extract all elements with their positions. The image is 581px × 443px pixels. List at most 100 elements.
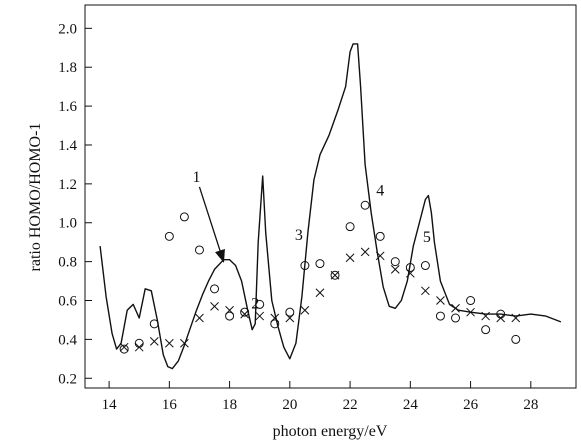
data-point-circle [179, 212, 189, 222]
data-point-circle [466, 296, 476, 306]
data-point-circle [194, 245, 204, 255]
data-point-cross [195, 313, 204, 323]
data-point-cross [119, 342, 129, 352]
data-point-cross [149, 336, 159, 346]
x-axis-ticks: 14 16 18 20 22 24 26 28 [102, 381, 538, 413]
cross-stroke [180, 338, 189, 348]
cross-stroke [285, 313, 295, 323]
data-point-cross [466, 307, 475, 317]
data-point-circle [270, 319, 280, 329]
annotation-arrow [198, 186, 225, 263]
cross-stroke [225, 305, 234, 315]
y-tick-label: 1.4 [58, 138, 77, 154]
y-tick-label: 1.2 [58, 177, 77, 193]
data-point-circle [315, 259, 325, 269]
cross-stroke [134, 342, 144, 352]
cross-stroke [421, 286, 430, 296]
data-point-circle [405, 262, 415, 272]
plot-frame [84, 4, 577, 389]
data-point-circle [164, 231, 174, 241]
cross-stroke [195, 313, 204, 323]
y-tick-label: 0.6 [58, 294, 77, 310]
annotation-label: 5 [423, 229, 431, 246]
data-point-circle [255, 299, 265, 309]
data-point-circle [240, 307, 250, 317]
cross-stroke [511, 313, 521, 323]
x-tick-label: 24 [403, 397, 419, 413]
data-point-circle [345, 222, 355, 232]
cross-stroke [315, 288, 325, 298]
annotation-label: 3 [295, 227, 303, 244]
y-tick-label: 0.2 [58, 371, 77, 387]
x-tick-label: 28 [523, 397, 538, 413]
data-point-cross [330, 270, 340, 280]
cross-stroke [330, 270, 340, 280]
x-tick-label: 16 [162, 397, 178, 413]
cross-stroke [496, 313, 506, 323]
data-point-circle [285, 307, 295, 317]
y-tick-label: 1.6 [58, 99, 77, 115]
data-point-cross [405, 268, 415, 278]
x-axis-label: photon energy/eV [273, 423, 388, 440]
data-series [99, 43, 562, 370]
data-point-circle [511, 334, 521, 344]
cross-stroke [375, 251, 385, 261]
data-point-cross [360, 247, 370, 257]
annotation-label: 2 [251, 295, 259, 312]
data-point-cross [300, 305, 310, 315]
annotation-label: 1 [192, 169, 200, 186]
x-tick-label: 14 [102, 397, 118, 413]
data-point-circle [300, 261, 310, 271]
cross-stroke [360, 247, 370, 257]
annotation-label: 4 [376, 183, 384, 200]
data-point-cross [375, 251, 385, 261]
cross-stroke [240, 309, 250, 319]
data-point-cross [345, 253, 355, 263]
data-point-cross [240, 309, 250, 319]
data-point-circle [134, 338, 144, 348]
annotations: 1 2 3 4 5 [192, 169, 430, 312]
cross-stroke [481, 311, 490, 321]
data-point-cross [511, 313, 521, 323]
x-tick-label: 22 [343, 397, 358, 413]
data-point-circle [330, 270, 340, 280]
data-point-circle [390, 257, 400, 267]
y-tick-label: 0.8 [58, 255, 77, 271]
x-tick-label: 18 [222, 397, 237, 413]
x-tick-label: 26 [463, 397, 479, 413]
cross-stroke [210, 301, 219, 311]
y-tick-label: 1.0 [58, 216, 77, 232]
data-point-cross [315, 288, 325, 298]
data-point-cross [390, 265, 400, 274]
data-point-cross [285, 313, 295, 323]
data-point-cross [225, 305, 234, 315]
series-line [99, 43, 562, 370]
data-point-circle [149, 319, 159, 329]
cross-stroke [270, 313, 280, 323]
data-point-circle [451, 313, 461, 323]
y-tick-label: 2.0 [58, 21, 77, 37]
data-point-circle [435, 311, 445, 321]
data-point-cross [481, 311, 490, 321]
cross-stroke [405, 268, 415, 278]
cross-stroke [466, 307, 475, 317]
data-point-cross [270, 313, 280, 323]
cross-stroke [300, 305, 310, 315]
cross-stroke [345, 253, 355, 263]
y-axis-ticks: 0.2 0.4 0.6 0.8 1.0 1.2 1.4 1.6 1.8 2.0 [58, 21, 92, 387]
data-point-circle [119, 344, 129, 354]
cross-stroke [164, 338, 174, 348]
data-point-cross [436, 296, 445, 305]
cross-stroke [119, 342, 129, 352]
data-point-cross [134, 342, 144, 352]
cross-stroke [436, 296, 445, 305]
cross-stroke [149, 336, 159, 346]
cross-stroke [451, 303, 460, 313]
y-tick-label: 1.8 [58, 60, 77, 76]
data-point-circle [481, 325, 491, 335]
data-point-circle [375, 231, 385, 241]
data-point-cross [496, 313, 506, 323]
data-point-circle [420, 261, 430, 271]
data-point-cross [164, 338, 174, 348]
data-point-circle [360, 200, 370, 210]
